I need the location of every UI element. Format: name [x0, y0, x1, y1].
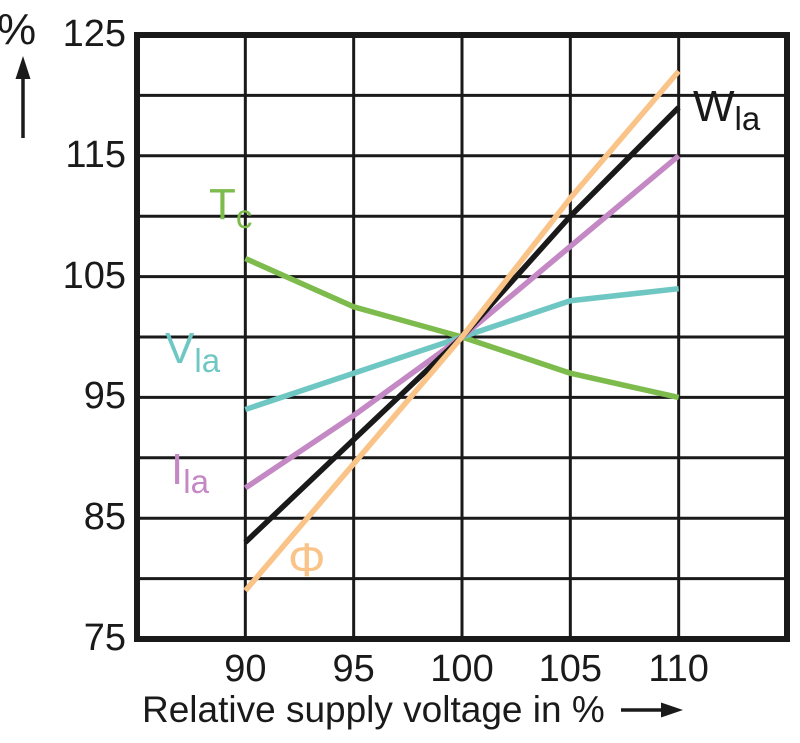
- series-label-phi: Φ: [288, 536, 326, 583]
- y-tick-label: 125: [62, 13, 126, 55]
- series-label-ila-main: I: [171, 445, 184, 494]
- series-label-tc-sub: c: [235, 197, 253, 235]
- y-tick-label: 115: [65, 133, 126, 176]
- series-label-wla-main: W: [693, 82, 735, 131]
- series-label-vla-sub: la: [194, 341, 221, 379]
- x-axis-title: Relative supply voltage in %: [142, 689, 605, 730]
- x-tick-label: 95: [332, 648, 375, 690]
- x-axis-title-row: Relative supply voltage in %: [142, 689, 683, 731]
- series-label-tc: Tc: [209, 180, 252, 233]
- series-label-wla-sub: la: [734, 99, 761, 137]
- series-line-phi: [243, 69, 681, 593]
- x-tick-label: 105: [538, 648, 603, 690]
- y-tick-label: 75: [83, 617, 126, 659]
- series-label-vla-main: V: [165, 324, 195, 373]
- x-axis-right-arrow-icon: [620, 702, 683, 718]
- series-label-wla: Wla: [693, 82, 760, 135]
- x-tick-label: 110: [648, 648, 709, 690]
- y-tick-label: 105: [62, 254, 126, 297]
- series-label-ila-sub: la: [183, 462, 209, 500]
- series-label-phi-main: Φ: [288, 533, 326, 586]
- chart-frame: [134, 32, 790, 642]
- y-axis-unit-label: %: [0, 5, 37, 54]
- series-label-ila: Ila: [171, 445, 209, 498]
- y-tick-label: 85: [83, 496, 126, 539]
- series-label-tc-main: T: [209, 180, 236, 229]
- y-tick-label: 95: [83, 375, 126, 418]
- series-label-vla: Vla: [165, 324, 220, 377]
- x-tick-label: 90: [224, 648, 267, 690]
- x-tick-label: 100: [430, 648, 494, 690]
- y-axis-up-arrow-icon: [15, 56, 31, 138]
